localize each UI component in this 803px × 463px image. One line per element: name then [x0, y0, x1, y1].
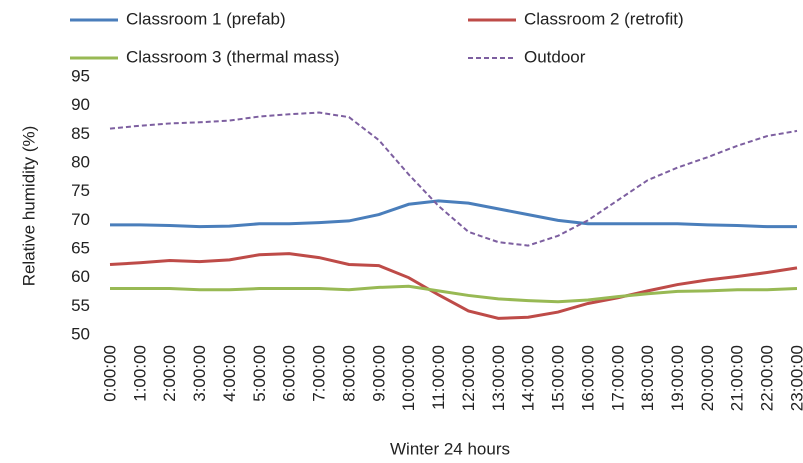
x-tick-label: 12:00:00	[459, 345, 478, 411]
x-tick-label: 19:00:00	[668, 345, 687, 411]
x-tick-label: 17:00:00	[608, 345, 627, 411]
series-line	[110, 284, 798, 304]
x-tick-label: 23:00:00	[787, 345, 803, 411]
x-tick-label: 6:00:00	[280, 345, 299, 402]
x-tick-label: 21:00:00	[728, 345, 747, 411]
x-tick-label: 14:00:00	[519, 345, 538, 411]
series-line	[110, 199, 797, 229]
series-line	[109, 252, 798, 320]
legend-label: Outdoor	[524, 47, 586, 66]
y-tick-label: 75	[71, 181, 90, 200]
x-tick-label: 10:00:00	[399, 345, 418, 411]
y-tick-label: 50	[71, 324, 90, 343]
y-axis-label: Relative humidity (%)	[19, 126, 38, 287]
x-tick-label: 4:00:00	[220, 345, 239, 402]
y-tick-label: 60	[71, 267, 90, 286]
x-tick-label: 13:00:00	[489, 345, 508, 411]
y-tick-label: 95	[71, 66, 90, 85]
y-tick-label: 90	[71, 95, 90, 114]
x-tick-label: 5:00:00	[250, 345, 269, 402]
x-tick-label: 7:00:00	[310, 345, 329, 402]
x-tick-label: 18:00:00	[638, 345, 657, 411]
x-tick-label: 8:00:00	[339, 345, 358, 402]
x-tick-label: 2:00:00	[160, 345, 179, 402]
y-tick-label: 65	[71, 238, 90, 257]
x-axis-label: Winter 24 hours	[390, 439, 510, 458]
x-tick-label: 20:00:00	[698, 345, 717, 411]
x-tick-label: 11:00:00	[429, 345, 448, 410]
y-tick-label: 80	[71, 152, 90, 171]
x-tick-label: 1:00:00	[130, 345, 149, 402]
x-tick-label: 15:00:00	[549, 345, 568, 411]
x-tick-label: 16:00:00	[578, 345, 597, 411]
y-tick-label: 85	[71, 124, 90, 143]
y-tick-label: 70	[71, 210, 90, 229]
x-tick-label: 0:00:00	[100, 345, 119, 402]
legend-label: Classroom 2 (retrofit)	[524, 9, 684, 28]
x-tick-label: 22:00:00	[758, 345, 777, 411]
x-tick-label: 9:00:00	[369, 345, 388, 402]
x-tick-label: 3:00:00	[190, 345, 209, 402]
series-line	[109, 111, 798, 247]
legend-label: Classroom 1 (prefab)	[126, 9, 286, 28]
legend-label: Classroom 3 (thermal mass)	[126, 47, 340, 66]
y-tick-label: 55	[71, 296, 90, 315]
